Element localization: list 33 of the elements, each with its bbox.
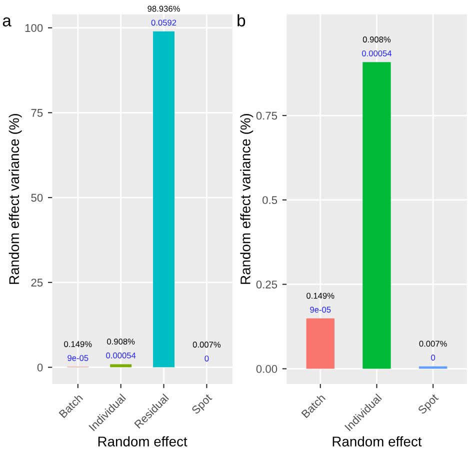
bar: [110, 364, 132, 368]
y-tick-label: 100: [25, 24, 43, 32]
bar: [153, 31, 175, 368]
data-label: 98.936%: [148, 6, 180, 12]
data-label: 0.149%: [306, 292, 334, 299]
data-label: 0.908%: [107, 338, 135, 345]
data-label: 0.908%: [362, 36, 391, 42]
y-tick-label: 25: [31, 278, 43, 287]
annotation: 0.0592: [151, 20, 176, 26]
y-tick-label: 0: [37, 364, 43, 372]
y-tick-label: 75: [31, 109, 43, 117]
chart-title: b: [238, 14, 246, 26]
annotation: 0: [204, 356, 209, 362]
y-tick-label: 0.00: [256, 365, 278, 373]
annotation: 0: [431, 354, 436, 361]
annotation: 0.00054: [106, 352, 136, 358]
y-tick-label: 50: [31, 194, 43, 202]
data-label: 0.007%: [419, 340, 447, 347]
y-axis-title: Random effect variance (%): [8, 114, 22, 284]
annotation: 9e-05: [310, 306, 331, 313]
x-axis-title: Random effect: [332, 436, 422, 446]
bar: [362, 62, 391, 369]
annotation: 9e-05: [68, 355, 88, 361]
x-axis-title: Random effect: [98, 436, 188, 446]
data-label: 0.149%: [64, 341, 92, 348]
y-tick-label: 0.25: [256, 280, 278, 288]
y-tick-label: 0.75: [256, 112, 278, 120]
y-axis-title: Random effect variance (%): [240, 114, 254, 284]
chart-title: a: [2, 17, 12, 26]
annotation: 0.00054: [362, 50, 392, 56]
y-tick-label: 0.5: [262, 196, 278, 204]
data-label: 0.007%: [192, 342, 221, 348]
bar: [306, 318, 334, 369]
